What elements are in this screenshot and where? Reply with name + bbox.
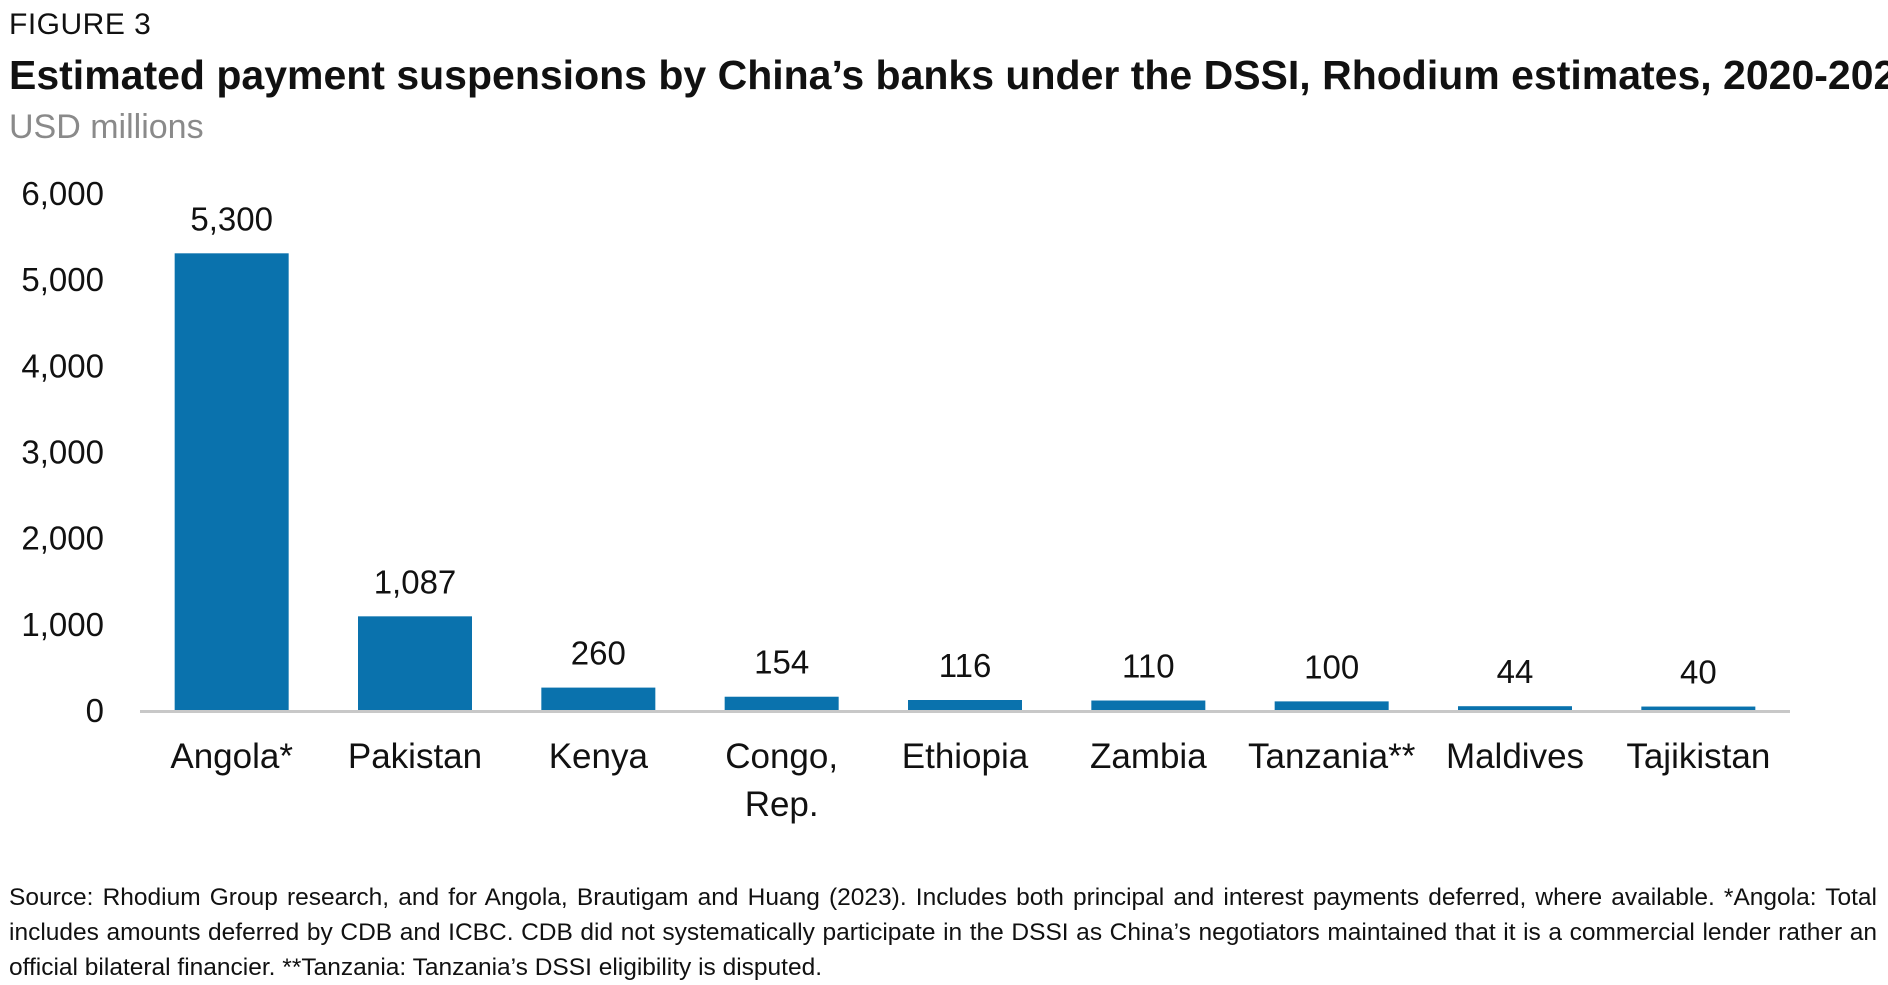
y-tick-label: 6,000 (21, 175, 104, 212)
bar (908, 700, 1022, 710)
data-label: 1,087 (374, 563, 457, 600)
y-tick-label: 4,000 (21, 347, 104, 384)
figure-label: FIGURE 3 (9, 8, 152, 41)
bar (358, 616, 472, 710)
y-tick-label: 2,000 (21, 520, 104, 557)
data-label: 5,300 (190, 200, 273, 237)
bar (1458, 706, 1572, 710)
chart-title: Estimated payment suspensions by China’s… (9, 52, 1888, 98)
x-tick-label: Zambia (1090, 737, 1207, 776)
x-tick-label: Maldives (1446, 737, 1584, 776)
y-tick-label: 1,000 (21, 606, 104, 643)
bar (1641, 706, 1756, 710)
x-tick-label: Ethiopia (902, 737, 1029, 776)
y-tick-label: 3,000 (21, 434, 104, 471)
x-tick-label: Tanzania** (1248, 737, 1416, 776)
data-label: 100 (1304, 648, 1359, 685)
x-tick-label: Pakistan (348, 737, 482, 776)
y-tick-label: 0 (86, 692, 104, 729)
chart-subtitle: USD millions (9, 108, 204, 146)
bar-chart: 0 1,000 2,000 3,000 4,000 5,000 6,000 5,300 Ango… (21, 175, 1790, 824)
bar (174, 253, 289, 711)
data-label: 116 (939, 647, 992, 684)
source-note: Source: Rhodium Group research, and for … (9, 884, 1877, 981)
x-tick-label: Angola* (170, 737, 293, 776)
y-tick-label: 5,000 (21, 261, 104, 298)
bar (724, 696, 839, 710)
data-label: 40 (1680, 654, 1717, 691)
x-tick-label: Tajikistan (1626, 737, 1770, 776)
bar (1091, 700, 1206, 710)
data-label: 260 (571, 635, 626, 672)
data-label: 110 (1122, 648, 1175, 685)
data-label: 154 (754, 644, 809, 681)
x-tick-label: Rep. (745, 785, 819, 824)
data-label: 44 (1497, 653, 1534, 690)
x-tick-label: Kenya (549, 737, 649, 776)
x-tick-label: Congo, (725, 737, 838, 776)
bar (541, 687, 656, 710)
bar (1274, 701, 1389, 710)
